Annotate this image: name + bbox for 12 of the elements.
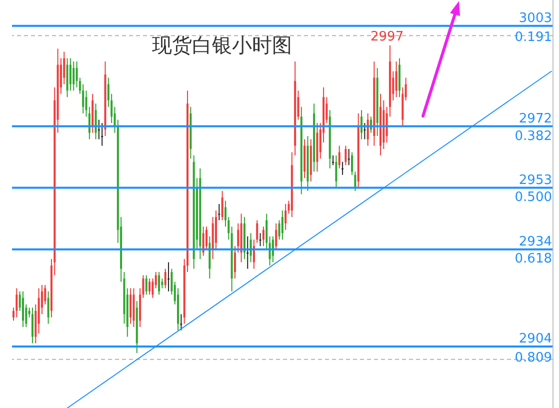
y2-tick-label: 0.809: [514, 350, 552, 366]
annotation: 2997: [370, 29, 404, 44]
y2-tick-label: 0.191: [514, 30, 552, 45]
y2-tick-label: 0.382: [514, 128, 552, 144]
y-tick-label: 2953: [518, 172, 552, 188]
y2-tick-label: 0.500: [514, 190, 552, 206]
y-tick-label: 3003: [518, 10, 552, 26]
y-tick-label: 2934: [518, 234, 552, 250]
text: 现货白银小时图: [152, 33, 292, 57]
y-tick-label: 2972: [518, 111, 552, 126]
y2-tick-label: 0.618: [514, 251, 552, 266]
y-tick-label: 2904: [518, 331, 552, 346]
